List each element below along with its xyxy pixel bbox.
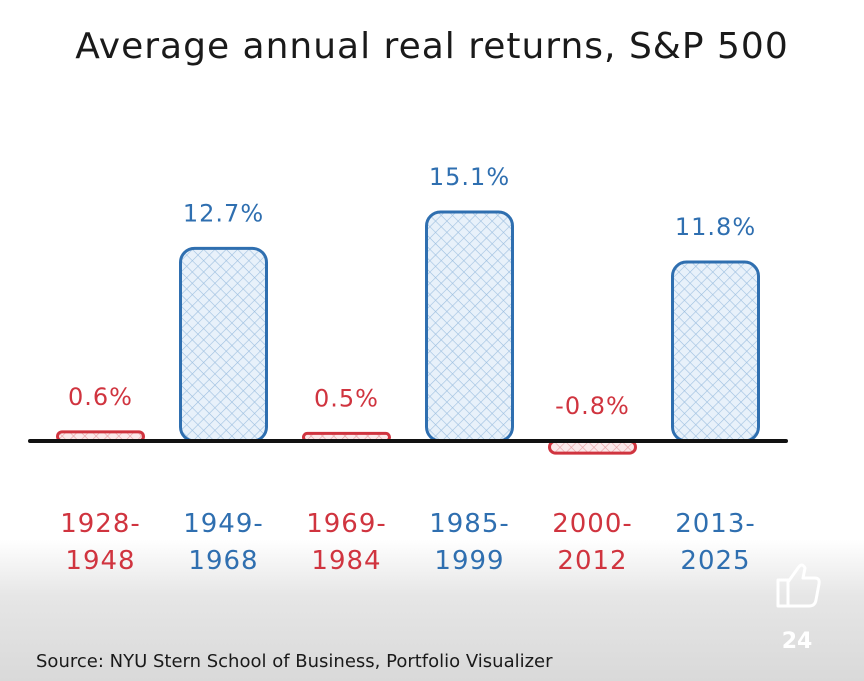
bar [179, 246, 268, 443]
x-tick-label: 1928- 1948 [60, 509, 141, 576]
x-tick-label: 1949- 1968 [183, 509, 264, 576]
value-label: 11.8% [675, 213, 756, 241]
value-label: 0.6% [68, 383, 133, 411]
bottom-fade [0, 540, 864, 681]
value-label: 15.1% [429, 163, 510, 191]
value-label: 0.5% [314, 384, 379, 412]
chart-title: Average annual real returns, S&P 500 [75, 26, 788, 67]
like-count: 24 [782, 629, 813, 654]
like-icon [776, 563, 821, 608]
value-label: 12.7% [183, 199, 264, 227]
x-tick-label: 2000- 2012 [552, 509, 633, 576]
bar [425, 210, 514, 443]
x-tick-label: 2013- 2025 [675, 509, 756, 576]
x-tick-label: 1969- 1984 [306, 509, 387, 576]
x-tick-label: 1985- 1999 [429, 509, 510, 576]
value-label: -0.8% [555, 392, 630, 420]
source-note: Source: NYU Stern School of Business, Po… [36, 651, 553, 672]
bar [671, 260, 760, 443]
